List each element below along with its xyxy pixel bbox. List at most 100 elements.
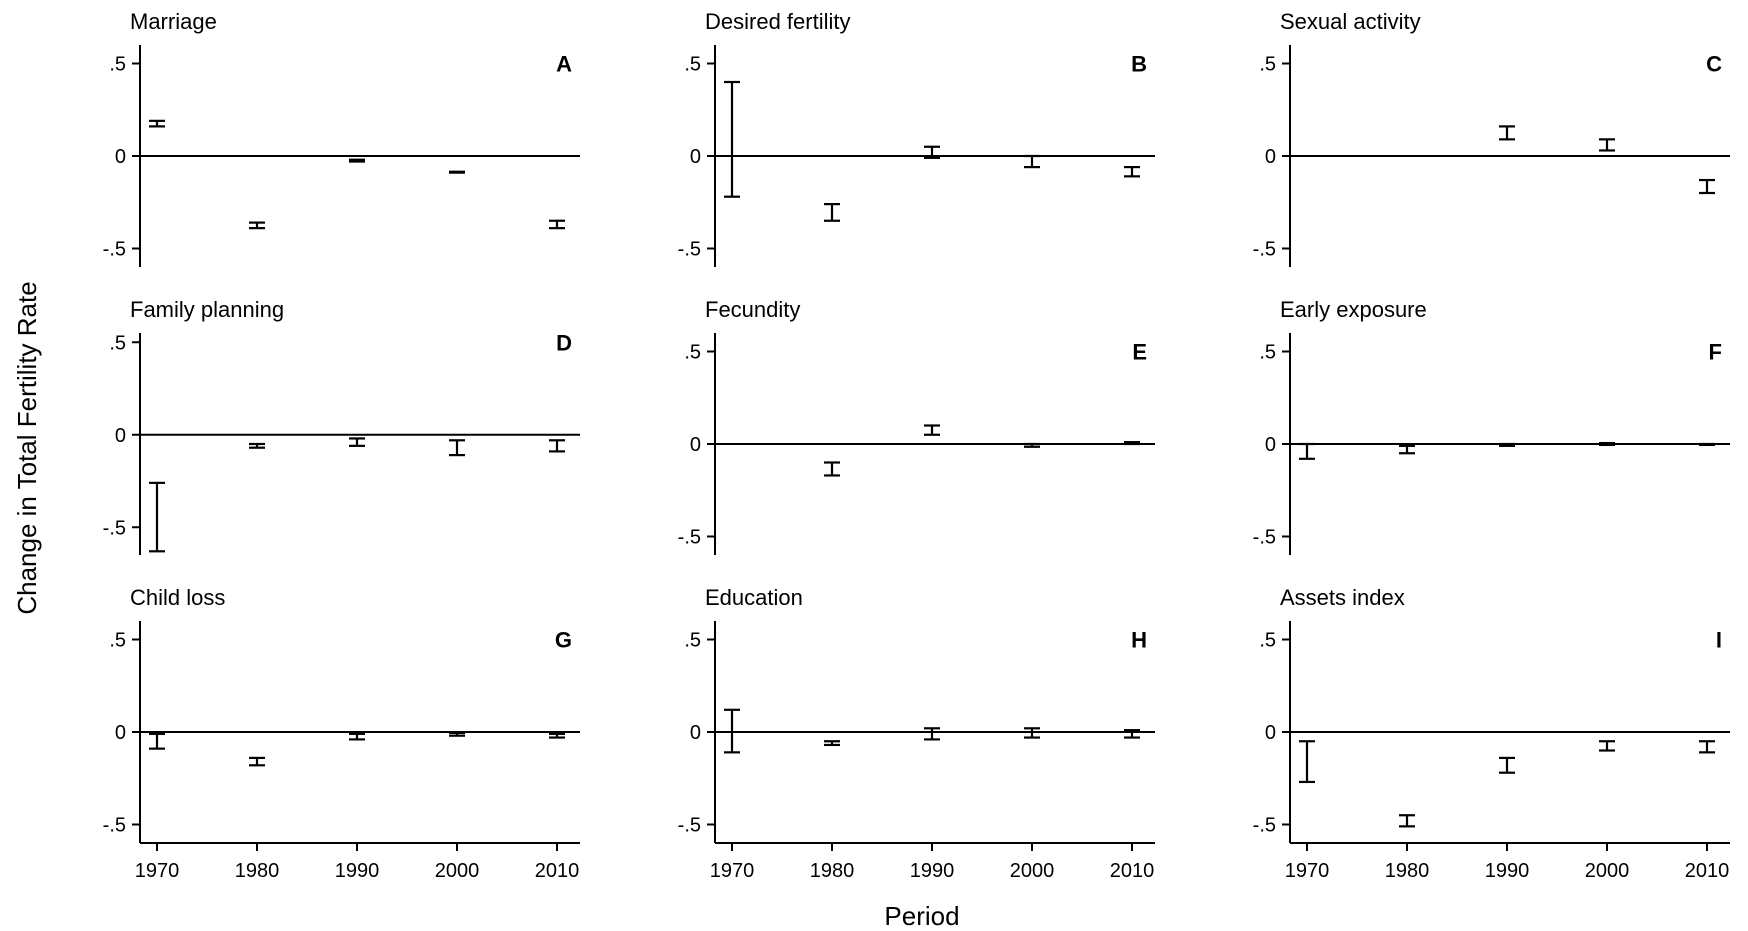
error-bar-i-1990 [1499,756,1515,774]
error-bar-d-1980 [249,442,265,449]
error-bar-f-2010 [1699,442,1715,447]
x-tick-label: 1980 [235,860,280,882]
x-tick-label: 1990 [910,860,955,882]
panel-letter-h: H [1131,628,1147,653]
panel-letter-a: A [556,52,572,77]
error-bar-i-2010 [1699,740,1715,754]
error-bar-a-1970 [149,119,165,128]
panel-title-i: Assets index [1280,585,1405,610]
error-bar-e-2000 [1024,442,1040,448]
error-bar-g-1990 [349,732,365,741]
y-tick-label: .5 [684,54,701,76]
y-tick-label: .5 [684,630,701,652]
x-tick-label: 2010 [1685,860,1730,882]
panel-title-e: Fecundity [705,297,800,322]
panel-g: Child loss G .5 0 -.5 1970 1980 1990 2000 2010 [103,585,580,882]
error-bar-h-1970 [724,708,740,754]
panel-title-a: Marriage [130,9,217,34]
y-tick-label: -.5 [678,527,701,549]
error-bar-i-1980 [1399,814,1415,828]
x-tick-label: 2010 [535,860,580,882]
y-tick-label: 0 [115,146,126,168]
error-bar-i-2000 [1599,740,1615,752]
panel-title-c: Sexual activity [1280,9,1421,34]
panel-e: Fecundity E .5 0 -.5 [678,297,1155,555]
panel-a: Marriage A .5 0 -.5 [103,9,580,267]
error-bar-c-2000 [1599,138,1615,152]
y-tick-label: .5 [109,332,126,354]
error-bar-h-1990 [924,727,940,741]
panel-grid: Marriage A .5 0 -.5 Desired fertility B .5 0 -.5 S… [103,9,1730,882]
y-tick-label: 0 [690,146,701,168]
error-bar-b-1990 [924,145,940,159]
y-tick-label: 0 [690,722,701,744]
error-bar-g-2010 [549,732,565,739]
panel-title-g: Child loss [130,585,225,610]
panel-f: Early exposure F .5 0 -.5 [1253,297,1730,555]
error-bar-f-1980 [1399,444,1415,455]
y-tick-label: -.5 [103,517,126,539]
panel-title-d: Family planning [130,297,284,322]
x-tick-label: 1970 [1285,860,1330,882]
y-tick-label: -.5 [678,239,701,261]
x-tick-label: 1990 [335,860,380,882]
y-tick-label: .5 [1259,630,1276,652]
y-tick-label: -.5 [1253,239,1276,261]
y-tick-label: 0 [1265,434,1276,456]
error-bar-f-2000 [1599,441,1615,447]
error-bar-f-1990 [1499,442,1515,447]
panel-letter-b: B [1131,52,1147,77]
panel-letter-f: F [1709,340,1722,365]
y-tick-label: .5 [109,54,126,76]
error-bar-d-1970 [149,481,165,553]
x-tick-label: 2010 [1110,860,1155,882]
x-tick-label: 1970 [135,860,180,882]
y-tick-label: 0 [115,722,126,744]
error-bar-i-1970 [1299,740,1315,784]
error-bar-e-1990 [924,424,940,436]
error-bar-a-1980 [249,221,265,230]
y-tick-label: -.5 [1253,527,1276,549]
error-bar-d-1990 [349,437,365,447]
error-bar-b-2000 [1024,154,1040,169]
y-tick-label: -.5 [1253,815,1276,837]
error-bar-b-1970 [724,80,740,198]
x-tick-label: 2000 [1010,860,1055,882]
panel-letter-c: C [1706,52,1722,77]
y-tick-label: -.5 [678,815,701,837]
x-tick-label: 1980 [810,860,855,882]
error-bar-h-1980 [824,740,840,747]
x-axis-title: Period [884,901,959,931]
y-tick-label: 0 [1265,146,1276,168]
error-bar-d-2010 [549,439,565,453]
panel-title-b: Desired fertility [705,9,850,34]
y-axis-title: Change in Total Fertility Rate [12,281,42,614]
error-bar-f-1970 [1299,442,1315,460]
error-bar-d-2000 [449,439,465,457]
error-bar-a-1990 [349,158,365,163]
panel-c: Sexual activity C .5 0 -.5 [1253,9,1730,267]
panel-letter-g: G [555,628,572,653]
y-tick-label: 0 [1265,722,1276,744]
panel-title-h: Education [705,585,803,610]
panel-h: Education H .5 0 -.5 1970 1980 1990 2000 2010 [678,585,1155,882]
x-tick-label: 1990 [1485,860,1530,882]
error-bar-b-2010 [1124,166,1140,178]
error-bar-a-2010 [549,219,565,230]
y-tick-label: .5 [684,342,701,364]
y-tick-label: -.5 [103,815,126,837]
y-tick-label: .5 [1259,342,1276,364]
error-bar-h-2010 [1124,729,1140,739]
y-tick-label: .5 [109,630,126,652]
panel-b: Desired fertility B .5 0 -.5 [678,9,1155,267]
error-bar-b-1980 [824,203,840,222]
y-tick-label: 0 [115,425,126,447]
panel-title-f: Early exposure [1280,297,1427,322]
x-tick-label: 1970 [710,860,755,882]
y-tick-label: 0 [690,434,701,456]
panel-letter-e: E [1132,340,1147,365]
error-bar-g-1970 [149,732,165,750]
panel-i: Assets index I .5 0 -.5 1970 1980 1990 2000 2010 [1253,585,1730,882]
error-bar-g-1980 [249,756,265,767]
